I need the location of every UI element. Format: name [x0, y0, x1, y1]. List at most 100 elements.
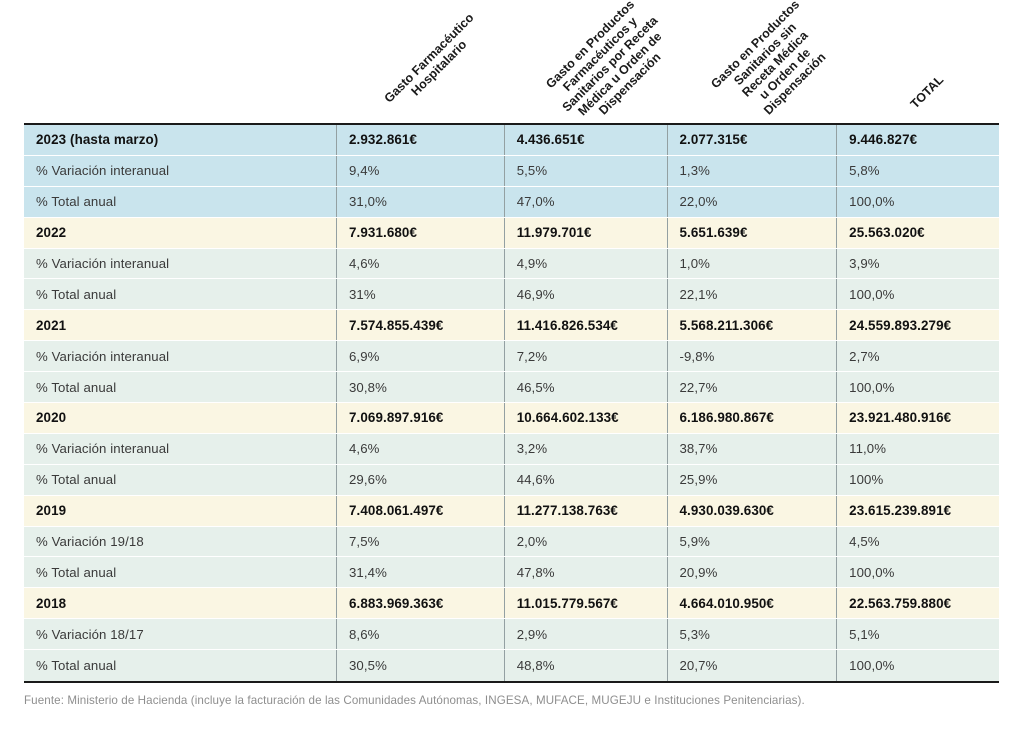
value-cell: 20,9% [666, 557, 837, 588]
value-cell: 48,8% [503, 650, 667, 682]
metric-row: % Total anual 30,5% 48,8% 20,7% 100,0% [24, 650, 999, 682]
value-cell: 31,0% [336, 186, 504, 217]
value-cell: 100% [836, 464, 999, 495]
row-label: % Total anual [36, 286, 117, 302]
value-cell: 1,3% [666, 155, 837, 186]
value-cell: 6.186.980.867€ [666, 403, 837, 433]
value-cell: 5,3% [666, 619, 837, 650]
value-cell: 20,7% [666, 650, 837, 682]
value-cell: 2,0% [503, 526, 667, 557]
row-label: 2019 [36, 503, 67, 519]
value-cell: 100,0% [836, 279, 999, 310]
value-cell: 31% [336, 279, 504, 310]
value-cell: 11.416.826.534€ [503, 310, 667, 341]
metric-row: % Total anual 31,4% 47,8% 20,9% 100,0% [24, 557, 999, 589]
value-cell: 8,6% [336, 619, 504, 650]
value-cell: 23.921.480.916€ [836, 403, 999, 433]
value-cell: 2.077.315€ [666, 125, 837, 155]
value-cell: 5.568.211.306€ [666, 310, 837, 341]
year-row: 2021 7.574.855.439€ 11.416.826.534€ 5.568.2… [24, 310, 999, 342]
value-cell: 29,6% [336, 464, 504, 495]
metric-row: % Variación 19/18 7,5% 2,0% 5,9% 4,5% [24, 526, 999, 558]
value-cell: 4.436.651€ [503, 125, 667, 155]
row-label: % Total anual [36, 472, 117, 488]
metric-row: % Variación interanual 9,4% 5,5% 1,3% 5,8% [24, 155, 999, 187]
metric-row: % Variación interanual 4,6% 4,9% 1,0% 3,9% [24, 248, 999, 280]
value-cell: 7.408.061.497€ [336, 495, 504, 526]
value-cell: 30,8% [336, 372, 504, 403]
row-label: % Total anual [36, 194, 117, 210]
row-label: % Total anual [36, 564, 117, 580]
value-cell: 9.446.827€ [836, 125, 999, 155]
row-label: % Variación interanual [36, 163, 170, 179]
value-cell: 25.563.020€ [836, 217, 999, 248]
value-cell: 5,5% [503, 155, 667, 186]
value-cell: 2.932.861€ [336, 125, 504, 155]
value-cell: 100,0% [836, 372, 999, 403]
value-cell: 100,0% [836, 186, 999, 217]
value-cell: 4,6% [336, 433, 504, 464]
value-cell: 25,9% [666, 464, 837, 495]
value-cell: 3,2% [503, 433, 667, 464]
value-cell: 46,5% [503, 372, 667, 403]
value-cell: 5,9% [666, 526, 837, 557]
value-cell: 2,7% [836, 341, 999, 372]
value-cell: 23.615.239.891€ [836, 495, 999, 526]
value-cell: 22,0% [666, 186, 837, 217]
value-cell: 4,5% [836, 526, 999, 557]
value-cell: 100,0% [836, 650, 999, 682]
metric-row: % Total anual 31% 46,9% 22,1% 100,0% [24, 279, 999, 311]
value-cell: 9,4% [336, 155, 504, 186]
metric-row: % Variación interanual 4,6% 3,2% 38,7% 11,0% [24, 433, 999, 465]
value-cell: 3,9% [836, 248, 999, 279]
value-cell: 7.069.897.916€ [336, 403, 504, 433]
value-cell: 6.883.969.363€ [336, 588, 504, 619]
value-cell: 7,2% [503, 341, 667, 372]
value-cell: 5,1% [836, 619, 999, 650]
value-cell: 38,7% [666, 433, 837, 464]
value-cell: 1,0% [666, 248, 837, 279]
value-cell: 31,4% [336, 557, 504, 588]
value-cell: 22,7% [666, 372, 837, 403]
year-row: 2019 7.408.061.497€ 11.277.138.763€ 4.930.0… [24, 495, 999, 527]
value-cell: 11.277.138.763€ [503, 495, 667, 526]
row-label: % Variación 19/18 [36, 534, 144, 550]
value-cell: 22,1% [666, 279, 837, 310]
year-row: 2018 6.883.969.363€ 11.015.779.567€ 4.664.0… [24, 588, 999, 620]
value-cell: 11,0% [836, 433, 999, 464]
source-note: Fuente: Ministerio de Hacienda (incluye … [24, 694, 805, 708]
year-row: 2020 7.069.897.916€ 10.664.602.133€ 6.186.9… [24, 403, 999, 434]
row-label: % Variación interanual [36, 348, 170, 364]
value-cell: 5,8% [836, 155, 999, 186]
value-cell: 47,0% [503, 186, 667, 217]
value-cell: 7.931.680€ [336, 217, 504, 248]
metric-row: % Total anual 30,8% 46,5% 22,7% 100,0% [24, 372, 999, 404]
row-label: 2021 [36, 317, 67, 333]
value-cell: 5.651.639€ [666, 217, 837, 248]
column-header-2: Gasto en Productos Farmacéuticos y Sanitar… [543, 0, 665, 119]
value-cell: 2,9% [503, 619, 667, 650]
value-cell: 4.930.039.630€ [666, 495, 837, 526]
column-header-4: TOTAL [907, 72, 947, 112]
value-cell: 4.664.010.950€ [666, 588, 837, 619]
column-header-1: Gasto Farmacéutico Hospitalario [381, 10, 477, 106]
value-cell: -9,8% [666, 341, 837, 372]
value-cell: 30,5% [336, 650, 504, 682]
value-cell: 22.563.759.880€ [836, 588, 999, 619]
metric-row: % Variación interanual 6,9% 7,2% -9,8% 2,7% [24, 341, 999, 373]
metric-row: % Variación 18/17 8,6% 2,9% 5,3% 5,1% [24, 619, 999, 651]
column-header-3: Gasto en Productos Sanitarios sin Receta M… [708, 0, 829, 118]
row-label: 2020 [36, 410, 67, 426]
value-cell: 11.979.701€ [503, 217, 667, 248]
year-row: 2022 7.931.680€ 11.979.701€ 5.651.639€ 25.56… [24, 217, 999, 249]
value-cell: 4,9% [503, 248, 667, 279]
metric-row: % Total anual 29,6% 44,6% 25,9% 100% [24, 464, 999, 496]
value-cell: 100,0% [836, 557, 999, 588]
row-label: 2022 [36, 225, 67, 241]
pharma-spending-table-figure: Gasto Farmacéutico Hospitalario Gasto en P… [24, 0, 999, 707]
value-cell: 44,6% [503, 464, 667, 495]
value-cell: 47,8% [503, 557, 667, 588]
metric-row: % Total anual 31,0% 47,0% 22,0% 100,0% [24, 186, 999, 218]
value-cell: 10.664.602.133€ [503, 403, 667, 433]
value-cell: 46,9% [503, 279, 667, 310]
